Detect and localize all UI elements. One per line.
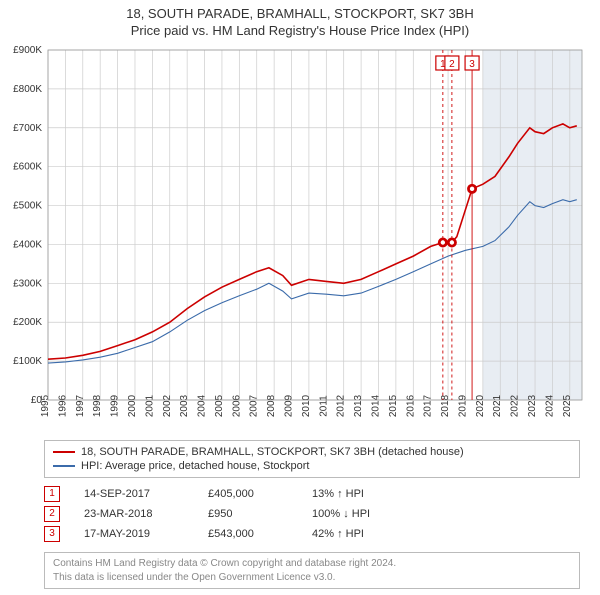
x-tick-label: 1997 [75,394,86,417]
event-date: 17-MAY-2019 [84,528,184,540]
x-tick-label: 2007 [249,394,260,417]
x-tick-label: 2009 [284,394,295,417]
event-table: 1 14-SEP-2017 £405,000 13% ↑ HPI 2 23-MA… [44,484,580,544]
attribution-line: Contains HM Land Registry data © Crown c… [53,557,571,571]
y-tick-label: £800K [13,84,42,95]
event-marker-inner [470,187,474,191]
event-delta: 100% ↓ HPI [312,508,412,520]
legend-item-price-paid: 18, SOUTH PARADE, BRAMHALL, STOCKPORT, S… [53,445,571,459]
x-tick-label: 2012 [336,394,347,417]
x-tick-label: 2001 [144,394,155,417]
x-tick-label: 2004 [197,394,208,417]
event-price: £950 [208,508,288,520]
y-tick-label: £300K [13,278,42,289]
chart-container: { "title": { "line1": "18, SOUTH PARADE,… [0,0,600,589]
x-tick-label: 1996 [57,394,68,417]
future-band [483,50,582,400]
x-tick-label: 2023 [527,394,538,417]
x-tick-label: 2002 [162,394,173,417]
chart-subtitle: Price paid vs. HM Land Registry's House … [0,23,600,38]
event-marker-inner [450,240,454,244]
x-tick-label: 2024 [544,394,555,417]
x-tick-label: 2022 [510,394,521,417]
event-badge: 3 [44,526,60,542]
x-tick-label: 2019 [457,394,468,417]
event-delta: 42% ↑ HPI [312,528,412,540]
x-tick-label: 2013 [353,394,364,417]
y-tick-label: £600K [13,162,42,173]
event-date: 14-SEP-2017 [84,488,184,500]
event-row: 3 17-MAY-2019 £543,000 42% ↑ HPI [44,524,580,544]
x-tick-label: 2011 [318,395,329,417]
event-badge: 2 [44,506,60,522]
y-tick-label: £500K [13,201,42,212]
legend-label: HPI: Average price, detached house, Stoc… [81,460,310,472]
event-delta: 13% ↑ HPI [312,488,412,500]
y-tick-label: £400K [13,239,42,250]
x-tick-label: 2010 [301,394,312,417]
x-tick-label: 1995 [40,394,51,417]
y-tick-label: £900K [13,45,42,56]
chart-title-block: 18, SOUTH PARADE, BRAMHALL, STOCKPORT, S… [0,0,600,42]
legend-label: 18, SOUTH PARADE, BRAMHALL, STOCKPORT, S… [81,446,464,458]
event-price: £543,000 [208,528,288,540]
y-tick-label: £700K [13,123,42,134]
x-tick-label: 2016 [405,394,416,417]
chart-plot: £0£100K£200K£300K£400K£500K£600K£700K£80… [0,42,600,432]
legend: 18, SOUTH PARADE, BRAMHALL, STOCKPORT, S… [44,440,580,478]
x-tick-label: 2025 [562,394,573,417]
x-tick-label: 2005 [214,394,225,417]
y-tick-label: £200K [13,317,42,328]
x-tick-label: 1998 [92,394,103,417]
chart-title: 18, SOUTH PARADE, BRAMHALL, STOCKPORT, S… [0,6,600,21]
event-marker-inner [441,240,445,244]
x-tick-label: 2006 [231,394,242,417]
chart-svg: £0£100K£200K£300K£400K£500K£600K£700K£80… [0,42,600,432]
x-tick-label: 2015 [388,394,399,417]
x-tick-label: 2020 [475,394,486,417]
event-flag-label: 3 [469,59,475,70]
x-tick-label: 2018 [440,394,451,417]
attribution-line: This data is licensed under the Open Gov… [53,571,571,585]
event-flag-label: 2 [449,59,455,70]
event-row: 2 23-MAR-2018 £950 100% ↓ HPI [44,504,580,524]
y-tick-label: £100K [13,356,42,367]
legend-swatch-red-icon [53,451,75,453]
x-tick-label: 2014 [370,394,381,417]
x-tick-label: 1999 [110,394,121,417]
x-tick-label: 2003 [179,394,190,417]
event-price: £405,000 [208,488,288,500]
legend-item-hpi: HPI: Average price, detached house, Stoc… [53,459,571,473]
event-badge: 1 [44,486,60,502]
x-tick-label: 2021 [492,394,503,417]
x-tick-label: 2000 [127,394,138,417]
attribution: Contains HM Land Registry data © Crown c… [44,552,580,589]
event-date: 23-MAR-2018 [84,508,184,520]
x-tick-label: 2017 [423,394,434,417]
x-tick-label: 2008 [266,394,277,417]
legend-swatch-blue-icon [53,465,75,467]
event-row: 1 14-SEP-2017 £405,000 13% ↑ HPI [44,484,580,504]
